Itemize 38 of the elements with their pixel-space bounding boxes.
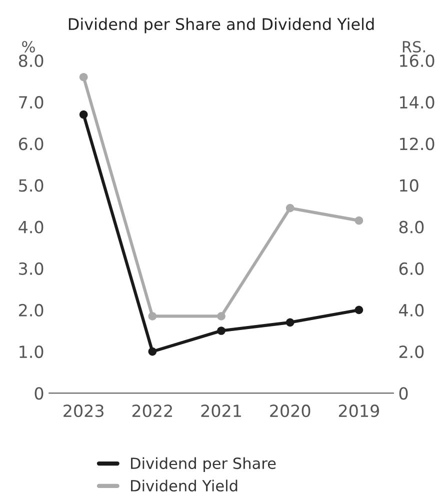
y2-tick-label: 6.0	[399, 262, 424, 275]
point	[354, 216, 364, 225]
y-tick-label: 4.0	[18, 220, 44, 234]
point	[79, 72, 88, 82]
x-tick-label: 2020	[270, 404, 310, 418]
y2-tick-label: 14.0	[400, 96, 434, 109]
y-tick-label: 2.0	[19, 304, 44, 317]
y-tick-label: 5.0	[19, 179, 44, 192]
y-axis-title: %	[22, 40, 35, 53]
legend-label: Dividend per Share	[131, 457, 276, 472]
x-tick-label: 2021	[201, 404, 241, 418]
y-tick-label: 3.0	[19, 262, 44, 275]
point	[217, 326, 226, 335]
y2-tick-label: 10	[400, 179, 418, 192]
y2-axis-title: RS.	[402, 40, 425, 53]
y-tick-label: 8.0	[18, 54, 44, 68]
y2-tick-label: 2.0	[399, 346, 424, 358]
y-tick-label: 1.0	[20, 346, 44, 358]
x-tick-label: 2022	[132, 404, 172, 418]
x-tick-label: 2019	[338, 404, 379, 418]
legend-label: Dividend Yield	[131, 480, 238, 492]
y2-tick-label: 0	[399, 387, 408, 400]
point	[286, 204, 294, 212]
point	[286, 318, 294, 327]
point	[217, 312, 226, 320]
point	[354, 306, 364, 314]
point	[148, 312, 157, 320]
y2-tick-label: 4.0	[399, 304, 424, 317]
y-tick-label: 7.0	[19, 96, 44, 109]
point	[79, 110, 88, 119]
point	[148, 347, 157, 356]
chart-title: Dividend per Share and Dividend Yield	[68, 18, 374, 34]
y2-tick-label: 16.0	[400, 54, 434, 68]
y2-tick-label: 12.0	[400, 138, 434, 150]
y2-tick-label: 8.0	[399, 220, 424, 234]
y-tick-label: 0	[34, 387, 44, 400]
x-tick-label: 2023	[64, 404, 104, 418]
y-tick-label: 6.0	[18, 138, 44, 150]
